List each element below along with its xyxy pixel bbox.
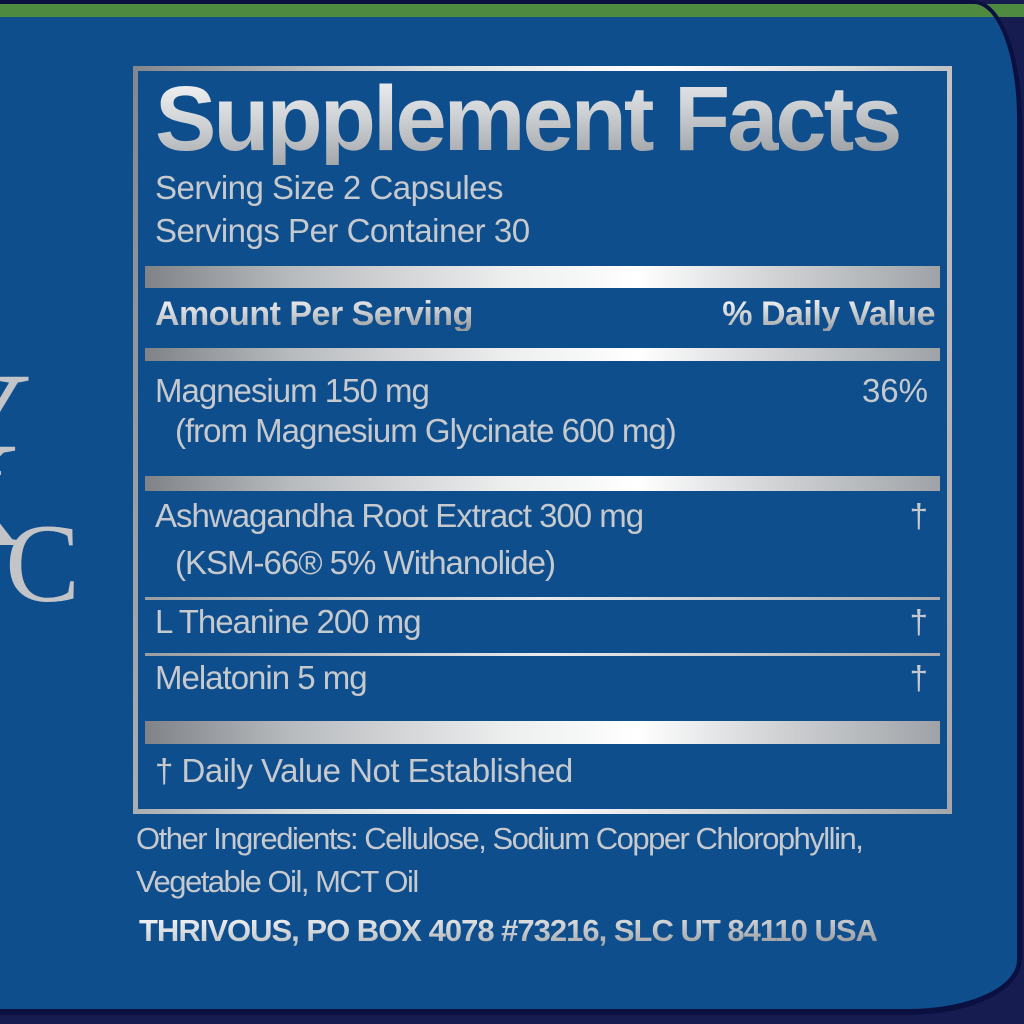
servings-per-container-line: Servings Per Container 30 — [155, 212, 530, 249]
manufacturer-address: THRIVOUS, PO BOX 4078 #73216, SLC UT 841… — [139, 913, 878, 948]
other-ingredients-line1: Other Ingredients: Cellulose, Sodium Cop… — [136, 821, 864, 856]
top-green-bar — [0, 4, 1024, 17]
ingredient-name: Melatonin 5 mg — [155, 659, 368, 696]
thick-divider — [145, 476, 940, 491]
ingredient-row-magnesium: Magnesium 150 mg 36% — [145, 374, 940, 407]
ingredient-detail-ashwagandha: (KSM-66® 5% Withanolide) — [175, 544, 556, 581]
ingredient-row-l-theanine: L Theanine 200 mg † — [145, 605, 940, 638]
facts-header-row: Amount Per Serving % Daily Value — [145, 297, 940, 331]
supplement-facts-title: Supplement Facts — [155, 68, 902, 170]
ingredient-row-melatonin: Melatonin 5 mg † — [145, 661, 940, 694]
other-ingredients-line2: Vegetable Oil, MCT Oil — [136, 864, 419, 899]
thin-divider — [145, 597, 940, 600]
supplement-facts-box: Supplement Facts Serving Size 2 Capsules… — [133, 66, 952, 814]
serving-size-line: Serving Size 2 Capsules — [155, 169, 504, 206]
medium-divider — [145, 348, 940, 361]
side-text-fragment-middle: K — [0, 420, 24, 570]
ingredient-detail-magnesium: (from Magnesium Glycinate 600 mg) — [175, 412, 677, 449]
daily-value-header: % Daily Value — [722, 295, 935, 333]
thick-divider — [145, 721, 940, 744]
thin-divider — [145, 653, 940, 656]
ingredient-daily-value: † — [909, 659, 928, 696]
ingredient-name: Ashwagandha Root Extract 300 mg — [155, 497, 644, 534]
ingredient-name: L Theanine 200 mg — [155, 603, 422, 640]
daily-value-footnote: † Daily Value Not Established — [155, 752, 573, 789]
ingredient-name: Magnesium 150 mg — [155, 372, 430, 409]
ingredient-daily-value: † — [909, 603, 928, 640]
amount-per-serving-header: Amount Per Serving — [155, 295, 473, 333]
side-text-fragment-bottom: IC — [0, 502, 82, 626]
ingredient-daily-value: 36% — [861, 372, 928, 409]
ingredient-daily-value: † — [909, 497, 928, 534]
side-text-fragment-top: Y — [0, 350, 32, 500]
ingredient-row-ashwagandha: Ashwagandha Root Extract 300 mg † — [145, 499, 940, 532]
thick-divider — [145, 266, 940, 288]
